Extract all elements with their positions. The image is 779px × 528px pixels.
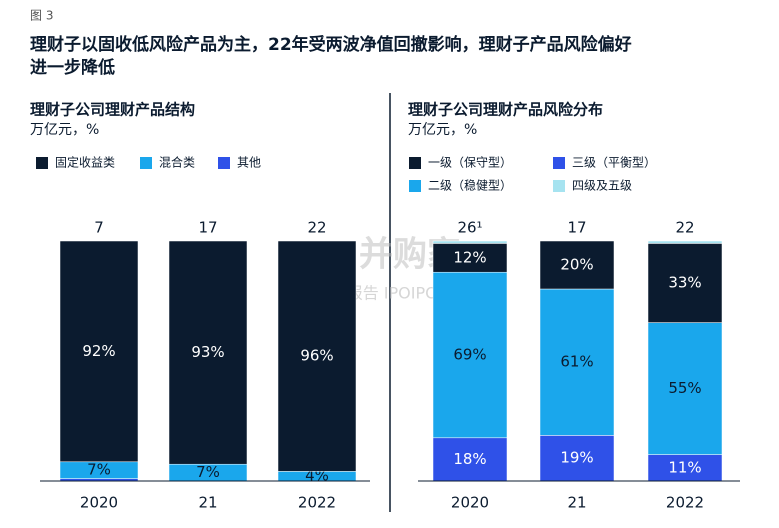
bar-segment — [277, 240, 357, 472]
data-label: 19% — [560, 449, 593, 467]
bar-segment — [539, 288, 615, 436]
legend-label: 混合类 — [159, 155, 195, 170]
x-tick-label: 2020 — [451, 494, 489, 512]
chart-title: 理财子公司理财产品结构 — [30, 101, 195, 119]
legend-label: 三级（平衡型） — [572, 156, 656, 170]
data-label: 11% — [668, 458, 701, 476]
total-label: 17 — [198, 219, 217, 237]
bar-segment — [59, 240, 139, 463]
data-label: 7% — [87, 461, 111, 479]
total-label: 26¹ — [457, 219, 482, 237]
bar-segment — [432, 437, 508, 482]
bar-segment — [647, 322, 723, 455]
chart-title: 理财子公司理财产品风险分布 — [408, 101, 603, 119]
legend-label: 四级及五级 — [572, 179, 632, 193]
title-line: 进一步降低 — [30, 57, 115, 78]
legend-swatch — [409, 180, 421, 192]
legend-swatch — [140, 157, 152, 169]
legend-swatch — [36, 157, 48, 169]
bar-segment — [168, 240, 248, 465]
data-label: 20% — [560, 256, 593, 274]
legend-swatch — [553, 157, 565, 169]
legend-label: 固定收益类 — [55, 155, 115, 170]
total-label: 22 — [307, 219, 326, 237]
x-tick-label: 21 — [198, 494, 217, 512]
data-label: 92% — [82, 342, 115, 360]
data-label: 7% — [196, 463, 220, 481]
total-label: 22 — [675, 219, 694, 237]
bar-segment — [647, 454, 723, 482]
figure-label: 图 3 — [30, 9, 53, 23]
legend-label: 二级（稳健型） — [428, 178, 512, 193]
legend-swatch — [409, 157, 421, 169]
title-line: 理财子以固收低风险产品为主，22年受两波净值回撤影响，理财子产品风险偏好 — [30, 34, 632, 55]
legend-label: 其他 — [237, 156, 261, 170]
data-label: 33% — [668, 274, 701, 292]
legend-swatch — [218, 157, 230, 169]
legend-label: 一级（保守型） — [428, 156, 512, 170]
data-label: 18% — [453, 450, 486, 468]
bar-segment — [647, 240, 723, 244]
bar-segment — [647, 243, 723, 323]
bar-segment — [432, 240, 508, 244]
data-label: 93% — [191, 343, 224, 361]
x-tick-label: 21 — [567, 494, 586, 512]
data-label: 61% — [560, 353, 593, 371]
bar-segment — [432, 243, 508, 273]
total-label: 17 — [567, 219, 586, 237]
bar-segment — [539, 240, 615, 290]
unit-label: 万亿元，% — [408, 122, 477, 138]
bar-segment — [539, 435, 615, 482]
data-label: 96% — [300, 347, 333, 365]
total-label: 7 — [94, 219, 104, 237]
data-label: 12% — [453, 248, 486, 266]
x-tick-label: 2022 — [298, 494, 336, 512]
legend-swatch — [553, 180, 565, 192]
data-label: 55% — [668, 379, 701, 397]
data-label: 69% — [453, 346, 486, 364]
unit-label: 万亿元，% — [30, 122, 99, 138]
x-tick-label: 2022 — [666, 494, 704, 512]
x-tick-label: 2020 — [80, 494, 118, 512]
